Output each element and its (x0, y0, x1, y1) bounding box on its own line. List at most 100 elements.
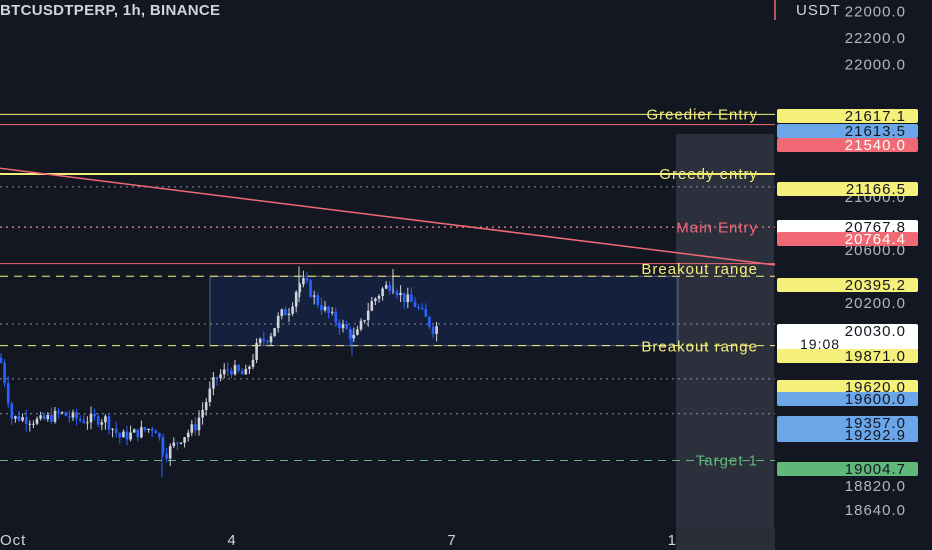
candle-body (111, 428, 114, 430)
candle-body (348, 328, 352, 339)
candle-body (68, 415, 71, 418)
candle-body (287, 313, 291, 316)
price-badge (777, 462, 918, 476)
level-label: Breakout range (641, 261, 758, 278)
candle-body (165, 453, 168, 459)
candle-body (24, 417, 28, 424)
candle-body (316, 295, 320, 306)
x-tick-label: 4 (227, 532, 236, 549)
price-badge (777, 220, 918, 234)
candle-body (197, 417, 201, 431)
candle-body (305, 278, 309, 281)
candle-body (78, 418, 82, 421)
candle-body (356, 329, 359, 335)
candle-body (370, 301, 374, 311)
candle-body (435, 326, 438, 334)
candle-body (158, 433, 161, 438)
price-badge (777, 392, 918, 406)
price-badge-text: 20030.0 (845, 323, 906, 340)
price-badge-text: 19620.0 (845, 379, 906, 396)
candle-body (186, 432, 190, 438)
candle-body (3, 362, 6, 384)
candle-body (395, 291, 399, 296)
candle-body (28, 423, 32, 425)
candle-body (237, 365, 240, 371)
candle-body (255, 343, 258, 360)
price-badge (777, 380, 918, 394)
candle-body (215, 377, 219, 379)
candle-body (86, 422, 89, 424)
price-badge (777, 349, 918, 363)
candle-body (208, 388, 212, 403)
candle-body (57, 410, 60, 413)
candle-body (269, 336, 273, 343)
candle-body (176, 442, 179, 444)
candle-body (417, 307, 420, 309)
currency-label: USDT (796, 2, 841, 19)
candle-body (280, 309, 284, 317)
candle-body (312, 295, 316, 297)
candle-body (323, 306, 327, 311)
price-badge-text: 19600.0 (845, 391, 906, 408)
countdown-text: 19:08 (800, 336, 840, 352)
candle-body (143, 427, 147, 431)
y-tick-label: 20600.0 (845, 242, 906, 259)
y-tick-label: 22000.0 (845, 4, 906, 21)
candle-body (327, 306, 330, 313)
price-badge (777, 124, 918, 138)
candle-body (39, 415, 42, 419)
candle-body (194, 424, 197, 431)
y-tick-label: 20200.0 (845, 295, 906, 312)
x-tick-label: 7 (447, 532, 456, 549)
price-badge (777, 109, 918, 123)
candle-body (161, 437, 165, 454)
projection-zone (676, 134, 774, 527)
candle-body (190, 424, 194, 433)
candle-body (32, 423, 35, 425)
candle-body (345, 323, 348, 329)
price-badge-text: 21613.5 (845, 123, 906, 140)
candle-body (244, 368, 248, 375)
candle-body (60, 412, 64, 414)
price-badge-text: 21166.5 (846, 181, 906, 198)
candle-body (262, 338, 266, 341)
price-badge (777, 324, 918, 351)
price-badge-text: 19292.9 (845, 427, 906, 444)
candle-body (122, 431, 125, 438)
candle-body (150, 428, 154, 431)
candle-body (179, 442, 183, 444)
price-badge-text: 20767.8 (845, 219, 906, 236)
candle-body (284, 309, 287, 316)
price-badge-text: 21540.0 (845, 137, 906, 154)
candle-body (233, 365, 237, 375)
candle-body (366, 310, 370, 321)
candle-body (93, 413, 96, 417)
candle-body (276, 316, 280, 329)
candle-body (406, 294, 410, 303)
candle-body (140, 427, 143, 438)
candle-body (352, 334, 356, 339)
candle-body (172, 442, 176, 447)
candle-body (17, 416, 21, 421)
candle-body (341, 323, 345, 329)
candle-body (114, 428, 118, 434)
candle-body (258, 338, 262, 344)
candle-body (431, 326, 435, 334)
candle-body (46, 414, 50, 420)
candle-body (100, 422, 104, 425)
candle-body (381, 288, 384, 297)
candle-body (53, 410, 57, 422)
candle-body (428, 316, 431, 327)
candle-body (248, 366, 251, 369)
candle-body (298, 284, 302, 293)
y-tick-label: 22000.0 (845, 57, 906, 74)
candle-body (204, 402, 208, 410)
candle-body (154, 430, 158, 434)
candle-body (107, 416, 111, 430)
candle-body (420, 307, 424, 309)
candle-body (402, 292, 406, 303)
candle-body (377, 296, 381, 299)
price-axis-panel[interactable] (775, 0, 932, 550)
price-badge (777, 428, 918, 442)
